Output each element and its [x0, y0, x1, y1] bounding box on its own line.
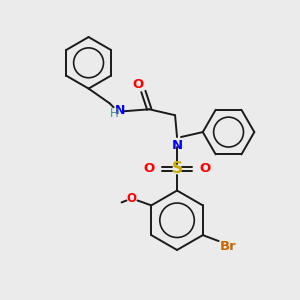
Text: N: N	[172, 139, 183, 152]
Text: S: S	[172, 161, 182, 176]
Text: N: N	[114, 104, 125, 117]
Text: Br: Br	[220, 239, 237, 253]
Text: O: O	[199, 162, 210, 175]
Text: H: H	[110, 107, 119, 120]
Text: O: O	[144, 162, 155, 175]
Text: O: O	[133, 78, 144, 91]
Text: O: O	[127, 192, 136, 205]
